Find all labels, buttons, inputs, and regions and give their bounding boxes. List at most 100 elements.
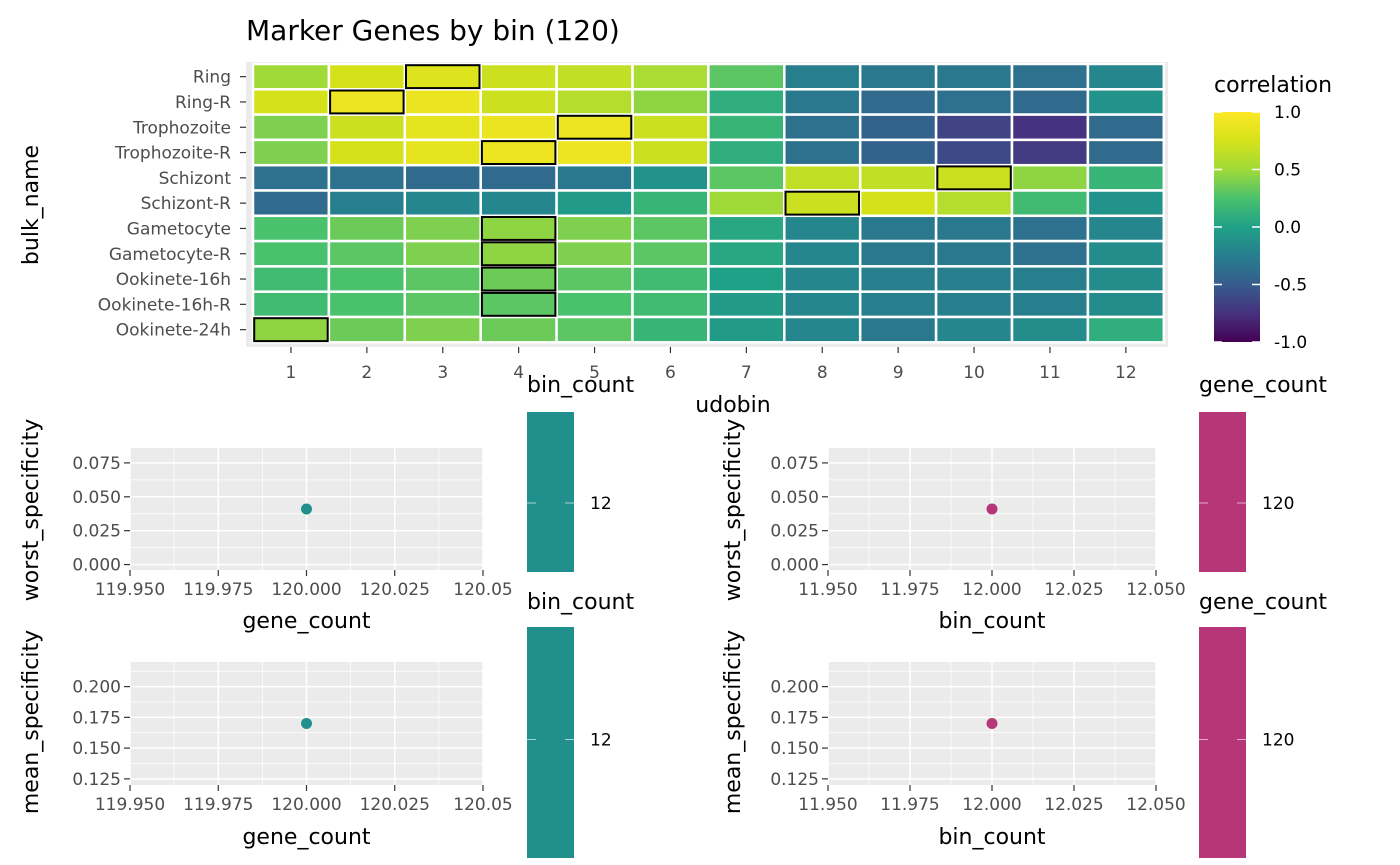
heatmap-cell [631,88,710,116]
heatmap-cell [1086,239,1166,268]
heatmap-cell [251,214,331,243]
heatmap-cell [631,214,710,243]
highlighted-cell [480,241,557,267]
colorbar-label: 0.0 [1274,218,1301,238]
heatmap-column-label: 9 [893,363,904,383]
heatmap-column-label: 1 [286,363,297,383]
heatmap-cell [783,163,862,192]
y-tick-label: 0.150 [72,739,121,759]
heatmap-cell [403,290,482,319]
heatmap-cell [555,214,634,243]
y-tick-label: 0.175 [72,708,121,728]
heatmap-cell [403,189,482,218]
legend-title: bin_count [527,590,634,615]
heatmap-cell [783,265,862,293]
heatmap-cell [1010,62,1090,91]
heatmap-cell [631,189,710,218]
x-tick-label: 11.950 [798,580,857,600]
heatmap-cell [707,88,786,116]
y-tick-label: 0.025 [72,522,121,542]
heatmap-cell [251,290,331,319]
highlighted-cell [480,266,557,292]
heatmap-cell [858,138,938,167]
heatmap-cell [1010,113,1090,142]
x-tick-label: 120.000 [271,795,341,815]
heatmap-cell [858,88,938,116]
heatmap-cell [403,214,482,243]
y-tick-label: 0.050 [770,488,819,508]
y-tick-label: 0.000 [770,556,819,576]
highlighted-cell [556,114,633,140]
x-axis-title: gene_count [242,825,370,850]
heatmap-cell [858,62,938,91]
heatmap-row-label: Schizont [159,169,232,189]
x-tick-label: 120.000 [271,580,341,600]
heatmap-panel: Ring Ring-R Trophozoite Trophozoite-R Schizo… [19,14,1168,418]
heatmap-cell [1010,239,1090,268]
heatmap-cell [555,163,634,192]
heatmap-column-label: 4 [513,363,524,383]
heatmap-cell [1010,88,1090,116]
colorbar-label: 1.0 [1274,103,1301,123]
heatmap-column-label: 12 [1115,363,1137,383]
heatmap-cell [555,88,634,116]
y-tick-label: 0.025 [770,522,819,542]
heatmap-cell [783,315,862,344]
colorbar-label: -0.5 [1274,276,1307,296]
heatmap-cell [1086,138,1166,167]
heatmap-column-labels: 1 2 3 4 5 6 7 8 9 10 11 12 [286,347,1137,383]
scatter-panel: 11.950 11.975 12.000 12.025 12.050 0.200 0.175… [721,590,1327,858]
heatmap-cell [251,62,331,91]
x-tick-label: 11.975 [880,795,939,815]
heatmap-cell [783,290,862,319]
x-tick-label: 120.025 [360,580,430,600]
heatmap-cell [934,265,1014,293]
legend-label: 120 [1262,731,1294,751]
heatmap-cell [251,88,331,116]
heatmap-cell [327,138,407,167]
heatmap-cell [1086,265,1166,293]
heatmap-row-label: Schizont-R [141,194,232,214]
legend-colorbar [1199,627,1246,858]
heatmap-row-labels: Ring Ring-R Trophozoite Trophozoite-R Schizo… [98,68,246,341]
y-tick-label: 0.125 [770,770,819,790]
x-tick-label: 120.05 [453,795,512,815]
heatmap-cell [555,138,634,167]
heatmap-cell [934,62,1014,91]
heatmap-cell [858,265,938,293]
heatmap-cell [403,138,482,167]
legend-label: 12 [590,731,612,751]
highlighted-cell [405,64,481,90]
legend-title: gene_count [1199,373,1327,398]
data-point [301,503,312,515]
heatmap-cell [934,189,1014,218]
heatmap-cell [327,239,407,268]
data-point [986,718,998,729]
y-tick-label: 0.125 [72,770,121,790]
heatmap-row-label: Ring-R [175,93,231,113]
heatmap-cell [934,138,1014,167]
heatmap-cell [479,113,558,142]
heatmap-cell [934,239,1014,268]
heatmap-cell [479,163,558,192]
x-tick-label: 119.975 [183,795,253,815]
heatmap-cell [1086,163,1166,192]
heatmap-cell [403,163,482,192]
heatmap-cell [327,88,407,116]
x-tick-label: 11.950 [798,795,857,815]
heatmap-cell [479,214,558,243]
y-axis-title: mean_specificity [19,630,44,814]
heatmap-cell [783,189,862,218]
heatmap-cell [934,214,1014,243]
legend-title: bin_count [527,373,634,398]
y-tick-label: 0.200 [770,678,819,698]
x-tick-label: 12.050 [1126,580,1185,600]
heatmap-cell [327,265,407,293]
y-tick-label: 0.175 [770,708,819,728]
heatmap-cell [934,315,1014,344]
heatmap-cell [1010,138,1090,167]
heatmap-cell [555,315,634,344]
heatmap-row-label: Trophozoite-R [114,144,231,164]
heatmap-cell [783,62,862,91]
